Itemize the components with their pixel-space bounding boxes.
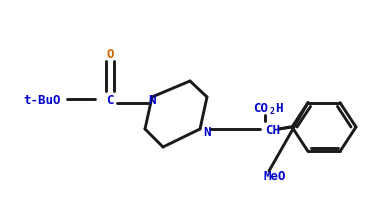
Text: N: N	[148, 93, 156, 106]
Text: H: H	[275, 101, 283, 114]
Text: N: N	[203, 125, 211, 138]
Text: O: O	[106, 48, 114, 61]
Text: MeO: MeO	[263, 170, 286, 183]
Text: C: C	[106, 93, 114, 106]
Text: t-BuO: t-BuO	[23, 93, 61, 106]
Text: CH: CH	[265, 123, 280, 136]
Text: CO: CO	[253, 101, 268, 114]
Text: 2: 2	[269, 106, 274, 115]
